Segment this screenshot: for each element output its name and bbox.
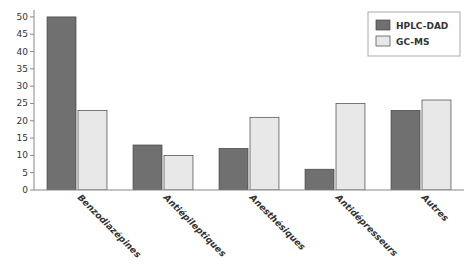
y-tick-label: 35	[17, 64, 28, 74]
y-tick	[30, 51, 34, 52]
y-tick	[30, 120, 34, 121]
legend-swatch	[376, 36, 390, 46]
y-tick-label: 25	[17, 98, 28, 108]
y-tick	[30, 155, 34, 156]
y-tick	[30, 86, 34, 87]
y-tick-label: 10	[17, 150, 29, 160]
y-tick	[30, 190, 34, 191]
bar	[422, 100, 451, 190]
y-tick-label: 30	[17, 81, 29, 91]
chart: 0 5 10 15 20 25 30 35 40 45 50 Benzodiazépines Antié…	[0, 0, 474, 270]
y-axis: 0 5 10 15 20 25 30 35 40 45 50	[17, 10, 34, 195]
bar	[133, 145, 162, 190]
bar	[219, 148, 248, 190]
y-tick-label: 20	[17, 116, 29, 126]
bar	[391, 110, 420, 190]
y-tick	[30, 103, 34, 104]
y-tick	[30, 138, 34, 139]
y-axis-line	[34, 10, 35, 190]
bar	[47, 17, 76, 190]
legend-label: GC-MS	[396, 37, 429, 47]
legend-label: HPLC-DAD	[396, 21, 448, 31]
y-tick-label: 15	[17, 133, 28, 143]
bar	[250, 117, 279, 190]
x-tick-label: Benzodiazépines	[76, 192, 144, 260]
bar	[78, 110, 107, 190]
x-tick-label: Antiépileptiques	[161, 192, 228, 259]
y-tick	[30, 16, 34, 17]
y-tick-label: 45	[17, 29, 28, 39]
y-tick	[30, 34, 34, 35]
y-tick-label: 5	[22, 168, 28, 178]
y-tick-label: 40	[17, 47, 29, 57]
y-tick-label: 50	[17, 12, 29, 22]
legend-swatch	[376, 20, 390, 30]
bar	[336, 103, 365, 190]
bar	[164, 155, 193, 190]
y-tick	[30, 68, 34, 69]
x-axis-line	[34, 190, 464, 191]
chart-container: 0 5 10 15 20 25 30 35 40 45 50 Benzodiazépines Antié…	[0, 0, 474, 270]
x-tick-label: Antidépresseurs	[333, 192, 400, 259]
y-tick-label: 0	[22, 185, 28, 195]
legend: HPLC-DAD GC-MS	[368, 12, 460, 56]
y-tick	[30, 172, 34, 173]
x-axis: Benzodiazépines Antiépileptiques Anesthési…	[34, 190, 464, 260]
bar	[305, 169, 334, 190]
legend-frame	[368, 12, 460, 56]
x-tick-label: Autres	[419, 192, 451, 224]
x-tick-label: Anesthésiques	[247, 192, 308, 253]
